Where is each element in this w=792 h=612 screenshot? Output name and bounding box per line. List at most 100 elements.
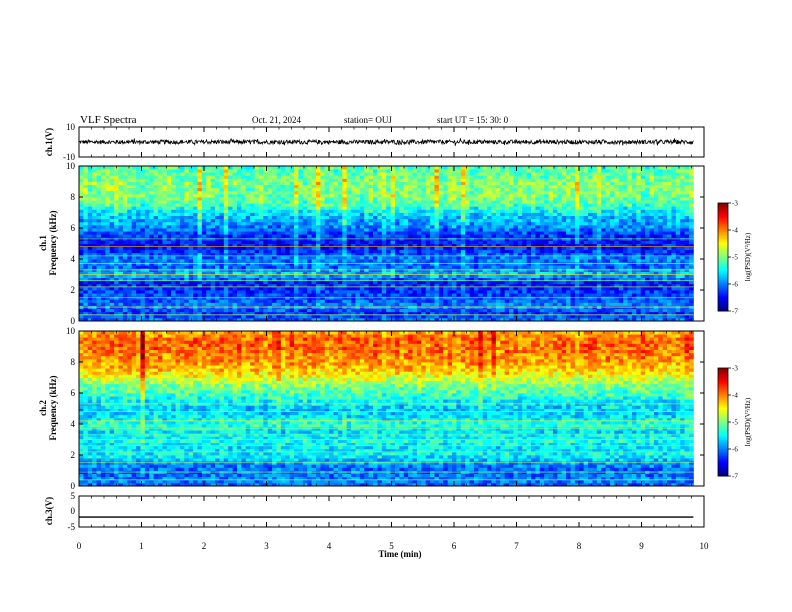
spectrogram-cell [105, 290, 111, 294]
spectrogram-cell [307, 290, 312, 294]
spectrogram-cell [175, 228, 181, 232]
spectrogram-cell [272, 243, 277, 247]
spectrogram-cell [149, 231, 154, 235]
spectrogram-cell [175, 277, 181, 282]
spectrogram-cell [258, 280, 264, 285]
spectrogram-cell [438, 197, 444, 201]
spectrogram-cell [487, 234, 492, 238]
spectrogram-cell [416, 255, 422, 260]
spectrogram-cell [127, 277, 133, 282]
spectrogram-cell [232, 277, 238, 282]
spectrogram-cell [105, 212, 111, 216]
spectrogram-cell [109, 200, 115, 204]
spectrogram-cell [87, 187, 93, 192]
spectrogram-cell [136, 166, 141, 170]
spectrogram-cell [105, 243, 111, 247]
spectrogram-cell [263, 231, 269, 235]
spectrogram-cell [232, 200, 238, 204]
spectrogram-cell [346, 249, 352, 254]
spectrogram-cell [311, 218, 317, 223]
spectrogram-cell [386, 259, 391, 263]
spectrogram-cell [342, 302, 348, 306]
spectrogram-cell [175, 184, 181, 189]
spectrogram-cell [153, 290, 159, 294]
spectrogram-cell [373, 218, 378, 223]
spectrogram-cell [412, 187, 418, 192]
spectrogram-cell [263, 169, 269, 173]
spectrogram-cell [430, 252, 435, 257]
spectrogram-cell [399, 311, 405, 316]
spectrogram-cell [215, 265, 220, 269]
spectrogram-cell [333, 286, 339, 291]
spectrogram-cell [394, 206, 400, 210]
spectrogram-cell [245, 193, 251, 198]
spectrogram-cell [504, 193, 510, 198]
spectrogram-cell [394, 308, 400, 313]
spectrogram-cell [201, 255, 207, 260]
spectrogram-cell [460, 228, 466, 232]
spectrogram-cell [425, 221, 431, 226]
spectrogram-cell [201, 209, 207, 213]
spectrogram-cell [245, 187, 251, 192]
spectrogram-cell [504, 187, 510, 192]
spectrogram-cell [236, 228, 242, 232]
spectrogram-cell [337, 299, 343, 303]
spectrogram-cell [272, 271, 277, 275]
spectrogram-cell [416, 190, 422, 195]
spectrogram-cell [171, 209, 176, 213]
spectrogram-cell [92, 169, 97, 173]
spectrogram-cell [324, 290, 330, 294]
spectrogram-cell [136, 181, 141, 185]
spectrogram-cell [114, 286, 119, 291]
spectrogram-cell [320, 212, 326, 216]
spectrogram-cell [118, 290, 124, 294]
spectrogram-cell [245, 283, 251, 288]
spectrogram-cell [175, 252, 181, 257]
spectrogram-cell [377, 178, 383, 182]
spectrogram-cell [276, 308, 282, 313]
spectrogram-cell [83, 283, 89, 288]
spectrogram-cell [127, 255, 133, 260]
spectrogram-cell [254, 240, 260, 244]
spectrogram-cell [179, 259, 185, 263]
spectrogram-cell [105, 200, 111, 204]
spectrogram-cell [131, 293, 137, 297]
spectrogram-cell [408, 299, 413, 303]
spectrogram-cell [416, 184, 422, 189]
spectrogram-cell [351, 187, 356, 192]
spectrogram-cell [136, 243, 141, 247]
spectrogram-cell [443, 252, 449, 257]
spectrogram-cell [83, 290, 89, 294]
spectrogram-cell [136, 314, 141, 319]
spectrogram-cell [105, 197, 111, 201]
spectrogram-cell [504, 317, 510, 322]
spectrogram-cell [315, 234, 321, 238]
spectrogram-cell [92, 215, 97, 220]
spectrogram-cell [171, 311, 176, 316]
spectrogram-cell [307, 286, 312, 291]
spectrogram-cell [460, 283, 466, 288]
spectrogram-cell [390, 187, 396, 192]
spectrogram-cell [412, 228, 418, 232]
spectrogram-cell [280, 187, 286, 192]
spectrogram-cell [223, 277, 229, 282]
spectrogram-cell [289, 221, 295, 226]
spectrogram-cell [96, 277, 102, 282]
spectrogram-cell [166, 172, 172, 176]
spectrogram-cell [447, 190, 453, 195]
spectrogram-cell [228, 277, 233, 282]
spectrogram-cell [381, 283, 387, 288]
spectrogram-cell [267, 308, 273, 313]
spectrogram-cell [215, 200, 220, 204]
spectrogram-cell [105, 215, 111, 220]
spectrogram-cell [500, 255, 506, 260]
spectrogram-cell [188, 187, 194, 192]
spectrogram-cell [460, 246, 466, 251]
spectrogram-cell [166, 240, 172, 244]
spectrogram-cell [223, 274, 229, 278]
spectrogram-cell [333, 224, 339, 229]
spectrogram-cell [140, 169, 146, 173]
spectrogram-cell [184, 252, 190, 257]
spectrogram-cell [136, 190, 141, 195]
spectrogram-cell [157, 249, 163, 254]
